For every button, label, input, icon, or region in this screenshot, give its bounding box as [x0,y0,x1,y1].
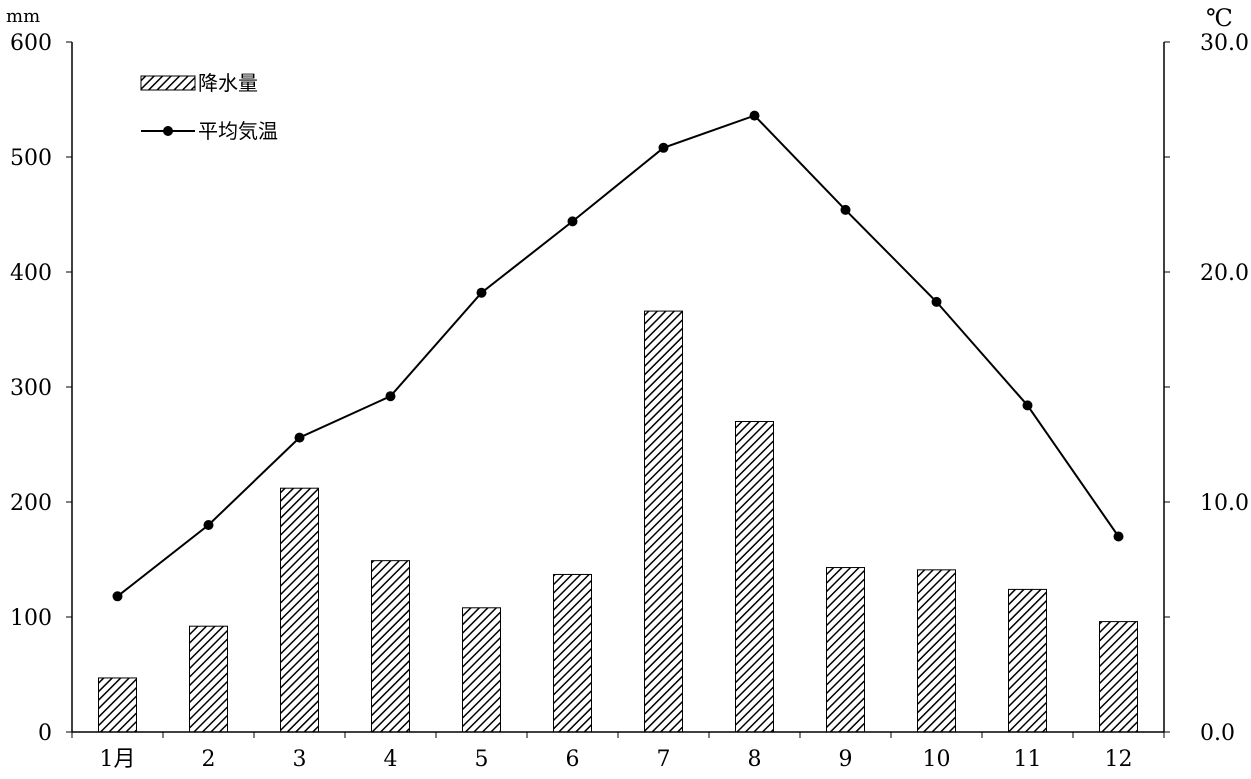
temperature-line [116,114,1120,598]
x-tick-label-9: 9 [839,747,853,772]
bar-6 [553,573,592,733]
bar-10 [917,569,956,733]
temperature-point-2 [203,520,214,530]
right-axis-ticks: 0.0 10.0 20.0 30.0 [1164,31,1249,746]
x-tick-label-1: 1月 [100,747,136,772]
right-tick-label-3: 30.0 [1200,31,1249,56]
temperature-point-9 [840,204,851,215]
right-axis-unit: ℃ [1206,4,1233,32]
legend-bar-label: 降水量 [198,71,258,95]
x-axis-ticks: 1月 2 3 4 5 6 7 8 9 10 11 12 [71,732,1165,772]
right-tick-label-2: 20.0 [1200,261,1249,286]
bar-4 [371,560,410,733]
temperature-point-3 [294,432,305,443]
temperature-point-10 [931,296,942,307]
bar-1 [98,677,137,733]
left-tick-label-3: 300 [10,376,52,401]
temperature-point-1 [112,591,123,602]
x-tick-label-4: 4 [384,747,398,772]
legend-line-label: 平均気温 [198,119,278,143]
bar-5 [462,607,501,733]
bar-12 [1099,621,1138,733]
x-tick-label-12: 12 [1105,747,1133,772]
bar-3 [280,487,319,733]
bar-2 [189,625,228,733]
legend-bar-swatch [140,75,196,91]
bar-9 [826,567,865,733]
bar-11 [1008,588,1047,733]
x-tick-label-10: 10 [923,747,951,772]
x-tick-label-5: 5 [475,747,489,772]
x-tick-label-7: 7 [657,747,671,772]
left-tick-label-2: 200 [10,491,52,516]
x-tick-label-11: 11 [1014,747,1042,772]
temperature-point-8 [749,110,760,121]
right-tick-label-0: 0.0 [1200,721,1235,746]
left-tick-label-6: 600 [10,31,52,56]
x-tick-label-2: 2 [202,747,216,772]
bars-layer [98,310,1138,733]
right-tick-label-1: 10.0 [1200,491,1249,516]
temperature-point-4 [385,391,396,402]
left-tick-label-0: 0 [38,721,52,746]
x-tick-label-3: 3 [293,747,307,772]
legend: 降水量 平均気温 [140,71,278,143]
bar-7 [644,310,683,733]
temperature-point-6 [567,216,578,227]
bar-8 [735,421,774,733]
temperature-point-11 [1022,400,1033,411]
x-tick-label-6: 6 [566,747,580,772]
left-tick-label-5: 500 [10,146,52,171]
temperature-point-5 [476,287,487,298]
line-layer [112,110,1124,602]
x-tick-label-8: 8 [748,747,762,772]
left-axis-ticks: 0 100 200 300 400 500 600 [10,31,72,746]
left-tick-label-1: 100 [10,606,52,631]
left-tick-label-4: 400 [10,261,52,286]
temperature-point-12 [1113,531,1124,542]
left-axis-unit: mm [6,6,40,27]
legend-line-marker [163,126,173,136]
temperature-point-7 [658,142,669,153]
